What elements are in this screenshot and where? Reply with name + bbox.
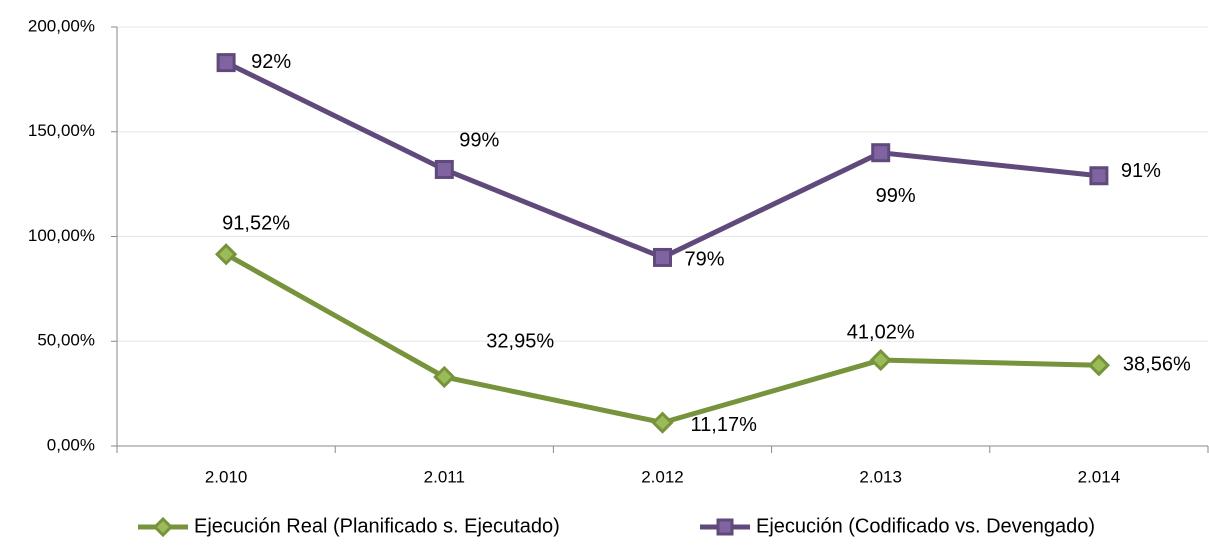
point-marker <box>152 516 174 538</box>
point-marker <box>433 365 456 389</box>
data-label: 92% <box>251 51 291 73</box>
data-label: 79% <box>685 249 725 271</box>
x-tick-label: 2.012 <box>641 467 684 486</box>
series-line <box>225 60 1100 261</box>
x-tick-label: 2.010 <box>205 467 248 486</box>
data-label: 32,95% <box>486 330 554 352</box>
data-label: 99% <box>459 130 499 152</box>
x-tick-label: 2.014 <box>1078 467 1121 486</box>
x-tick-label: 2.013 <box>859 467 902 486</box>
point-marker <box>214 243 238 266</box>
data-label: 99% <box>876 185 916 207</box>
point-marker <box>1087 354 1111 377</box>
legend-label: Ejecución (Codificado vs. Devengado) <box>756 515 1095 537</box>
legend-label: Ejecución Real (Planificado s. Ejecutado… <box>194 515 560 537</box>
data-label: 91% <box>1121 160 1161 182</box>
x-tick-label: 2.011 <box>424 467 465 486</box>
y-tick-label: 200,00% <box>28 16 95 35</box>
data-label: 11,17% <box>691 414 758 436</box>
data-label: 91,52% <box>222 213 290 235</box>
series-line <box>224 252 1099 426</box>
point-marker <box>869 348 892 372</box>
data-label: 41,02% <box>847 321 915 343</box>
point-marker <box>434 159 454 179</box>
point-marker <box>1089 166 1109 186</box>
y-tick-label: 0,00% <box>47 435 95 454</box>
y-tick-label: 50,00% <box>37 331 95 350</box>
data-label: 38,56% <box>1123 353 1191 375</box>
point-marker <box>653 247 672 267</box>
point-marker <box>216 53 236 73</box>
y-tick-label: 100,00% <box>28 226 95 245</box>
point-marker <box>716 518 734 536</box>
y-tick-label: 150,00% <box>28 121 95 140</box>
point-marker <box>871 143 891 163</box>
point-marker <box>651 411 674 434</box>
